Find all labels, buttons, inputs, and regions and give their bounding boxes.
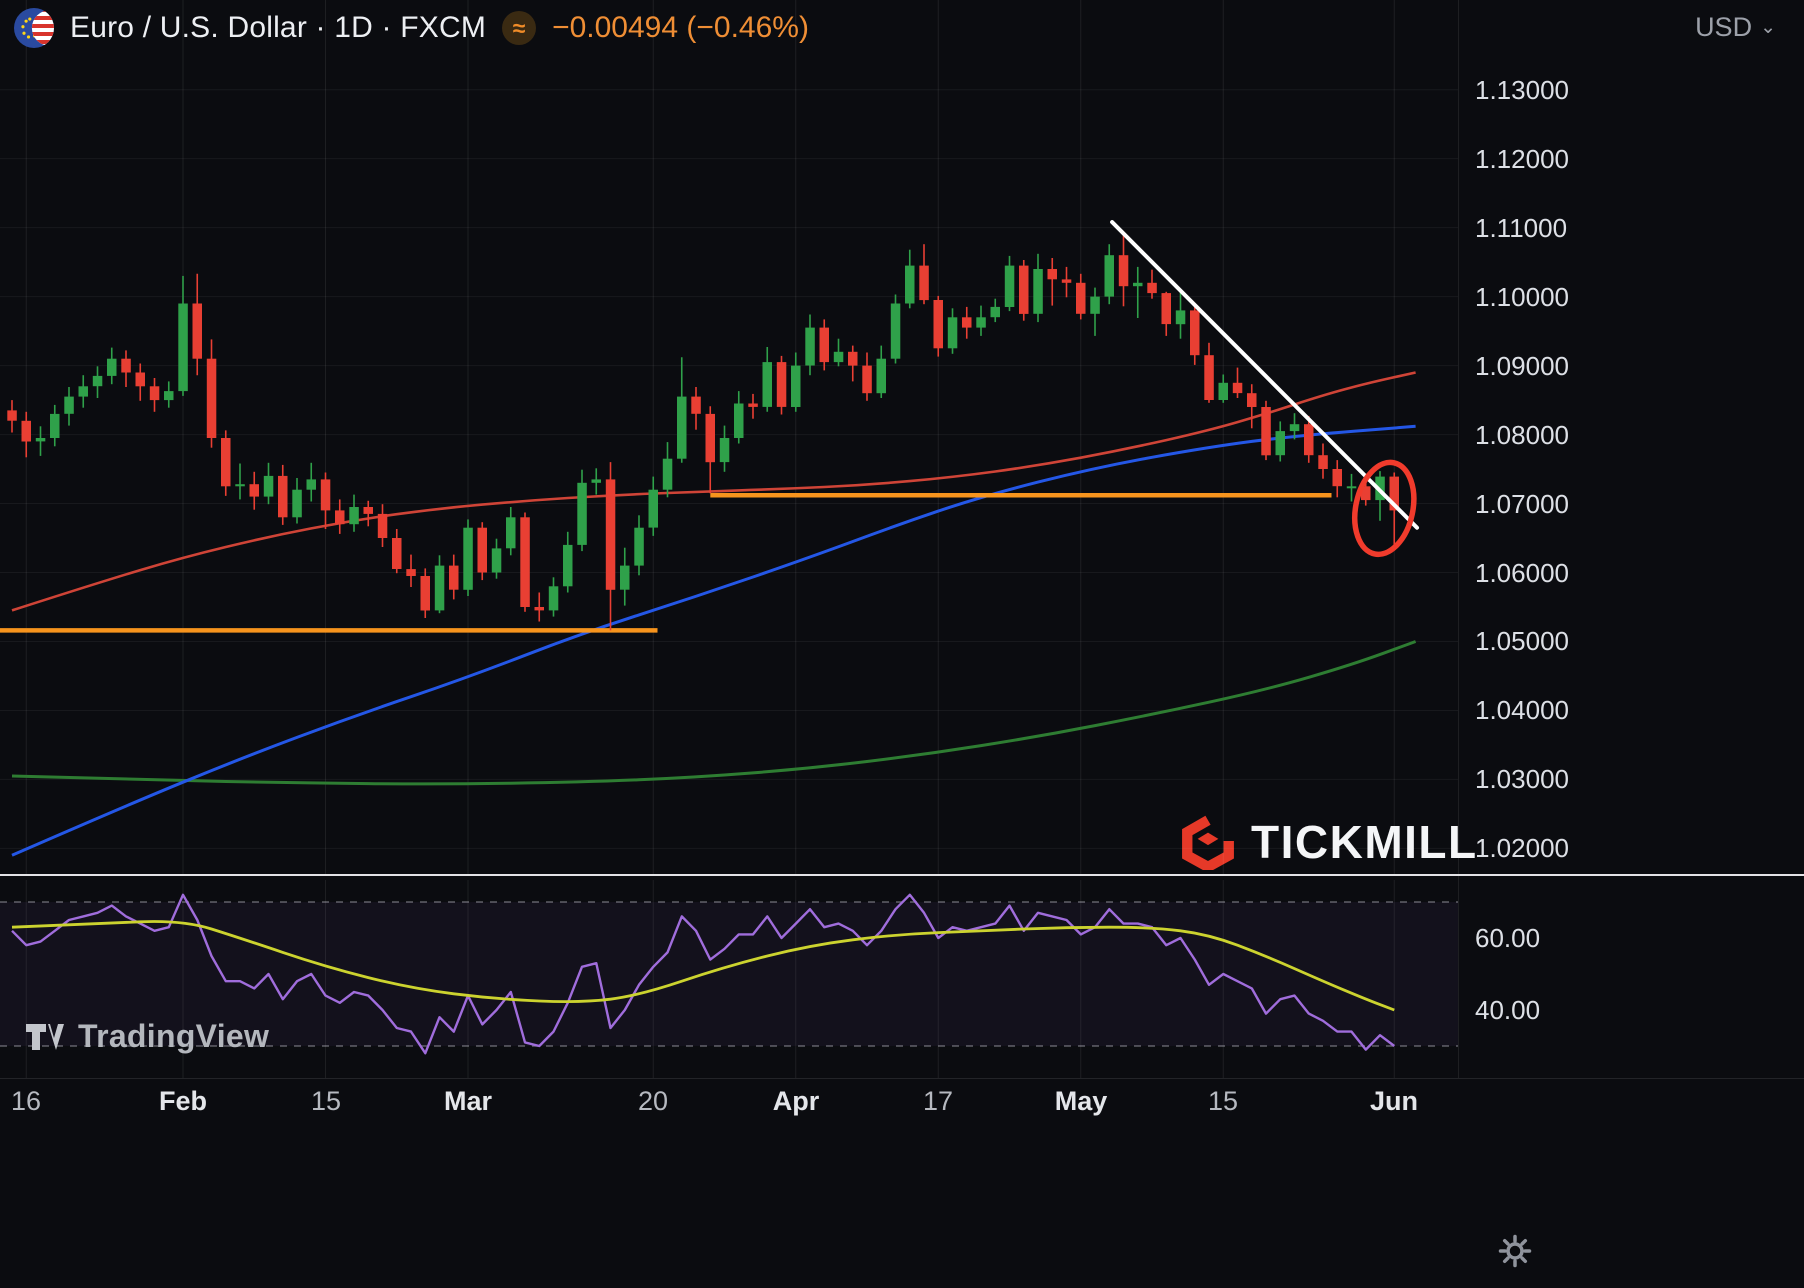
ma-green-line [11, 640, 1417, 786]
time-axis-label: May [1054, 1086, 1108, 1116]
time-axis-label: 15 [310, 1086, 342, 1116]
ma-blue-line [11, 424, 1416, 857]
price-axis-label: 1.08000 [1475, 420, 1569, 450]
currency-dropdown[interactable]: USD ⌄ [1695, 12, 1776, 43]
price-axis-label: 1.05000 [1475, 626, 1569, 656]
chevron-down-icon: ⌄ [1760, 17, 1776, 38]
time-axis-label: 20 [637, 1086, 669, 1116]
time-axis-label: Apr [772, 1086, 820, 1116]
chart-header: Euro / U.S. Dollar · 1D · FXCM ≈ −0.0049… [14, 8, 809, 48]
rsi-band-fill [0, 902, 1458, 1046]
price-axis-label: 1.07000 [1475, 489, 1569, 519]
trendline[interactable] [1110, 220, 1419, 530]
time-axis-label: 17 [922, 1086, 954, 1116]
price-axis-label: 1.12000 [1475, 144, 1569, 174]
time-axis-label: 15 [1207, 1086, 1239, 1116]
rsi-ma-line [11, 920, 1395, 1012]
price-axis-label: 1.11000 [1475, 213, 1568, 243]
pane-separator[interactable] [0, 874, 1804, 876]
tickmill-watermark: TICKMILL [1180, 814, 1478, 870]
price-axis-label: 1.09000 [1475, 351, 1569, 381]
approx-data-badge: ≈ [502, 11, 537, 45]
highlight-ellipse[interactable] [1347, 457, 1422, 560]
rsi-indicator-pane[interactable] [0, 880, 1458, 1078]
price-scale-border [1458, 0, 1459, 1078]
settings-gear-icon[interactable] [1498, 1234, 1532, 1273]
main-price-pane[interactable] [0, 0, 1458, 876]
price-change: −0.00494 (−0.46%) [552, 11, 809, 44]
price-axis-label: 1.06000 [1475, 558, 1569, 588]
ma-red-line [11, 371, 1416, 612]
symbol-title[interactable]: Euro / U.S. Dollar · 1D · FXCM [70, 11, 487, 44]
currency-label: USD [1695, 12, 1753, 42]
rsi-line [11, 893, 1396, 1055]
tickmill-logo-icon [1182, 815, 1234, 870]
eurusd-flag-icon [14, 8, 54, 48]
approx-symbol: ≈ [512, 14, 526, 41]
price-axis-label: 1.02000 [1475, 833, 1569, 863]
time-axis-label: Jun [1369, 1086, 1418, 1116]
tradingview-brand-text: TradingView [78, 1018, 270, 1054]
time-axis-label: 16 [10, 1086, 42, 1116]
tradingview-attribution[interactable]: TradingView [26, 1018, 269, 1055]
tickmill-brand-text: TICKMILL [1251, 816, 1478, 868]
time-axis-border [0, 1078, 1804, 1079]
price-axis-label: 1.04000 [1475, 695, 1569, 725]
price-axis-label: 1.03000 [1475, 764, 1569, 794]
candles [7, 233, 1399, 631]
time-axis-label: Mar [443, 1086, 492, 1116]
time-axis-label: Feb [158, 1086, 207, 1116]
tradingview-logo-icon [26, 1023, 64, 1050]
price-axis-label: 1.10000 [1475, 282, 1569, 312]
price-axis-label: 1.13000 [1475, 75, 1569, 105]
indicator-axis-label: 40.00 [1475, 995, 1541, 1025]
indicator-axis-label: 60.00 [1475, 923, 1541, 953]
